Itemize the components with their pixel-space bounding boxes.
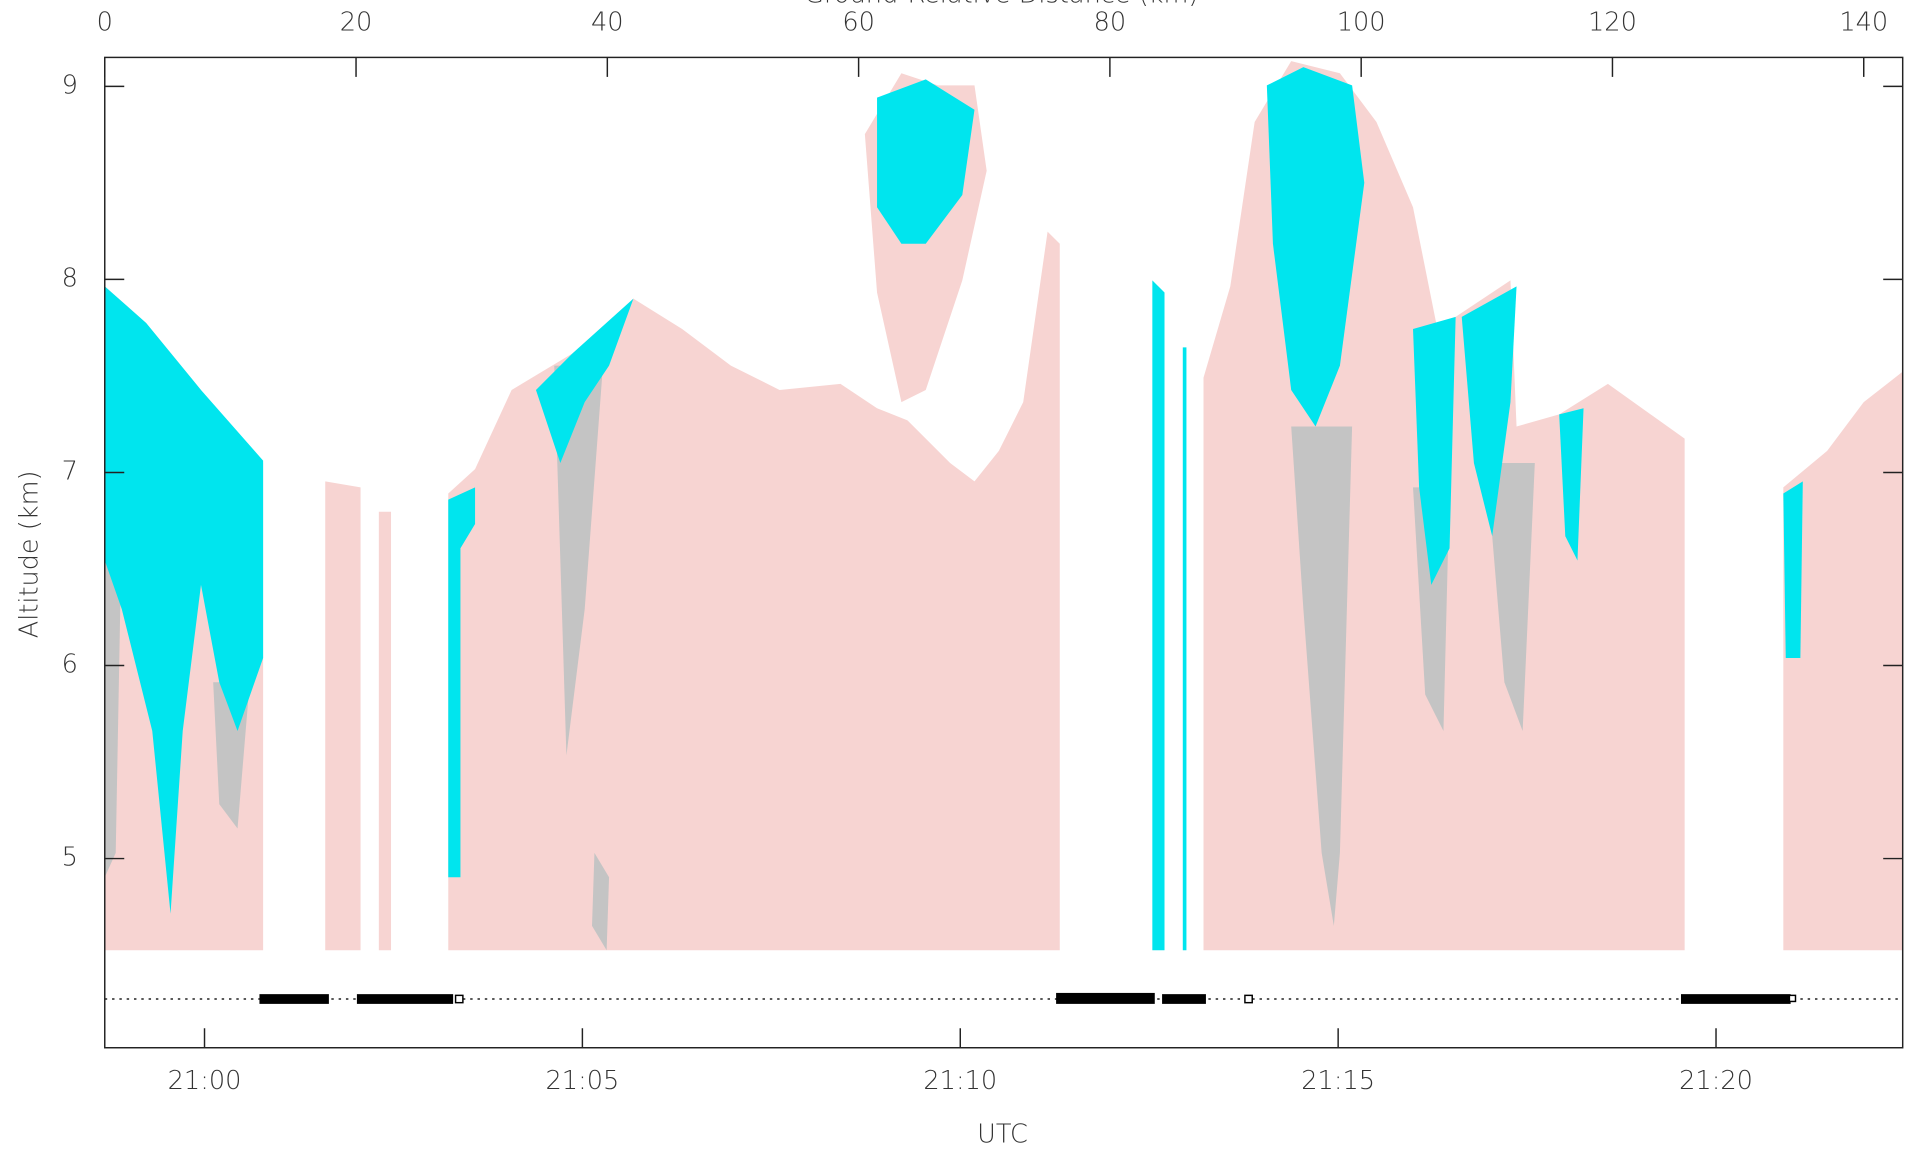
x2-tick-label: 120: [1588, 7, 1637, 37]
x-tick-label: 21:20: [1679, 1066, 1753, 1096]
plot-frame: [104, 56, 1904, 1049]
y-tick-label: 8: [62, 263, 78, 293]
x2-tick-label: 60: [842, 7, 875, 37]
x2-tick-label: 80: [1094, 7, 1127, 37]
x2-axis-label: Ground-Relative Distance (km): [804, 0, 1198, 9]
x-tick-label: 21:10: [923, 1066, 997, 1096]
x2-tick-label: 140: [1839, 7, 1888, 37]
x2-tick-label: 0: [97, 7, 113, 37]
flight-track: [104, 992, 1903, 1004]
x2-tick-label: 100: [1337, 7, 1386, 37]
x-tick-label: 21:15: [1301, 1066, 1375, 1096]
y-axis-label: Altitude (km): [14, 471, 44, 639]
y-tick-label: 7: [62, 456, 78, 486]
x2-tick-label: 40: [591, 7, 624, 37]
x-tick-label: 21:05: [546, 1066, 620, 1096]
x-axis-label: UTC: [977, 1119, 1028, 1149]
x-tick-label: 21:00: [168, 1066, 242, 1096]
y-tick-label: 5: [62, 843, 78, 873]
y-tick-label: 9: [62, 70, 78, 100]
curtain-image: [104, 61, 1903, 951]
y-tick-label: 6: [62, 650, 78, 680]
x2-tick-label: 20: [340, 7, 373, 37]
